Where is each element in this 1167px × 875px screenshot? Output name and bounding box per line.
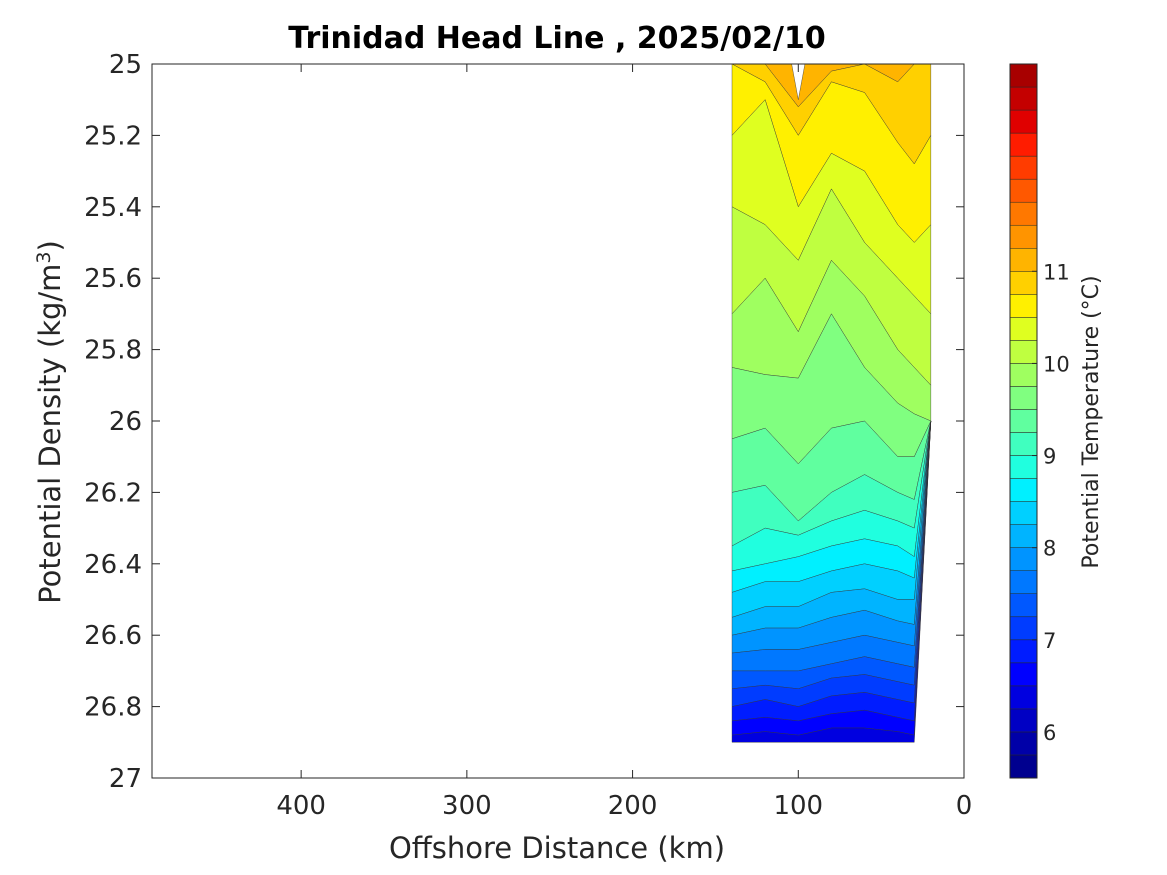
- x-tick-label: 0: [956, 791, 973, 821]
- colorbar-swatch: [1009, 616, 1038, 641]
- colorbar-swatch: [1009, 593, 1038, 618]
- x-tick-label: 100: [773, 791, 823, 821]
- y-tick-label: 25: [109, 50, 142, 80]
- x-axis-label: Offshore Distance (km): [389, 831, 725, 865]
- colorbar-swatch: [1009, 178, 1038, 203]
- colorbar-swatch: [1009, 547, 1038, 571]
- colorbar-swatch: [1009, 63, 1038, 88]
- y-axis-label: Potential Density (kg/m3): [33, 240, 67, 604]
- colorbar-swatch: [1009, 155, 1038, 180]
- colorbar-swatch: [1009, 109, 1038, 134]
- y-tick-label: 26.8: [84, 693, 142, 723]
- x-tick-label: 400: [276, 791, 326, 821]
- y-tick-label: 25.8: [84, 336, 142, 366]
- axes: 400 300 200 100 0 25 25.2 25.4 25.6 25.8 26 26.2 26.…: [84, 50, 972, 821]
- colorbar-swatch: [1009, 86, 1038, 111]
- colorbar-swatch: [1009, 132, 1038, 157]
- plot-area: [731, 63, 932, 743]
- colorbar-swatch: [1009, 685, 1038, 710]
- colorbar-swatch: [1009, 201, 1038, 226]
- colorbar-swatch: [1009, 524, 1038, 548]
- y-tick-label: 26.4: [84, 550, 142, 580]
- colorbar-swatch: [1009, 570, 1038, 594]
- colorbar-tick-label: 10: [1043, 352, 1070, 376]
- colorbar-swatch: [1009, 294, 1038, 318]
- colorbar-frame: [1009, 63, 1038, 779]
- y-tick-label: 25.4: [84, 193, 142, 223]
- contour-band: [731, 420, 932, 743]
- colorbar-swatch: [1009, 224, 1038, 249]
- y-axis-label-end: ): [33, 240, 67, 251]
- colorbar-swatch: [1009, 317, 1038, 341]
- colorbar-swatch: [1009, 455, 1038, 479]
- colorbar-swatch: [1009, 340, 1038, 364]
- colorbar-swatch: [1009, 386, 1038, 410]
- y-tick-label: 25.2: [84, 121, 142, 151]
- y-tick-label: 25.6: [84, 264, 142, 294]
- y-tick-label: 26.6: [84, 621, 142, 651]
- x-tick-label: 300: [442, 791, 492, 821]
- colorbar-swatch: [1009, 409, 1038, 433]
- colorbar-swatch: [1009, 271, 1038, 295]
- colorbar-swatch: [1009, 731, 1038, 756]
- y-tick-label: 26: [109, 407, 142, 437]
- chart-title: Trinidad Head Line , 2025/02/10: [288, 21, 825, 56]
- colorbar-swatch: [1009, 639, 1038, 664]
- colorbar-swatch: [1009, 248, 1038, 272]
- colorbar: 6 7 8 9 10 11: [1009, 63, 1070, 779]
- colorbar-swatch: [1009, 432, 1038, 456]
- y-axis-label-main: Potential Density (kg/m: [33, 264, 67, 604]
- y-axis-label-sup: 3: [33, 251, 55, 263]
- colorbar-tick-label: 8: [1043, 537, 1056, 561]
- x-tick-label: 200: [608, 791, 658, 821]
- colorbar-tick-label: 9: [1043, 445, 1056, 469]
- colorbar-tick-label: 6: [1043, 721, 1056, 745]
- colorbar-swatch: [1009, 662, 1038, 687]
- colorbar-swatch: [1009, 754, 1038, 779]
- colorbar-swatch: [1009, 363, 1038, 387]
- colorbar-tick-label: 11: [1043, 260, 1070, 284]
- colorbar-swatch: [1009, 501, 1038, 525]
- colorbar-swatch: [1009, 478, 1038, 502]
- colorbar-label: Potential Temperature (°C): [1079, 275, 1104, 568]
- colorbar-swatch: [1009, 708, 1038, 733]
- y-tick-label: 26.2: [84, 478, 142, 508]
- colorbar-tick-label: 7: [1043, 629, 1056, 653]
- y-tick-label: 27: [109, 764, 142, 794]
